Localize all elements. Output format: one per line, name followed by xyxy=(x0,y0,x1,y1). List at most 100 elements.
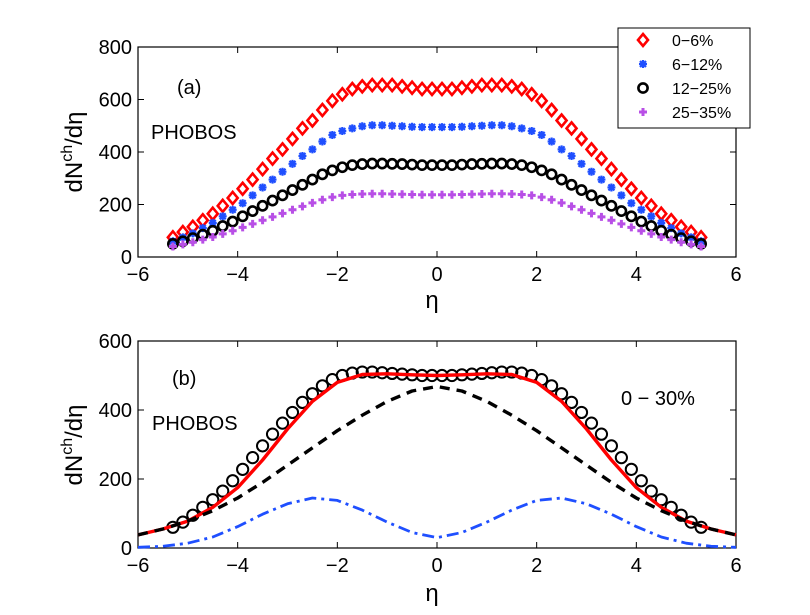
panel-b-dashed-curve xyxy=(137,384,737,537)
panel-a-point-s2 xyxy=(585,189,598,202)
panel-a-point-s3 xyxy=(378,189,387,198)
panel-a-point-s3 xyxy=(447,190,456,199)
panel-a-point-s2 xyxy=(505,158,518,170)
legend-symbols xyxy=(636,31,650,116)
panel-a-point-s2 xyxy=(475,157,488,170)
panel-a-point-s1 xyxy=(378,121,387,130)
panel-a-point-s3 xyxy=(358,190,367,198)
panel-a-point-s1 xyxy=(447,123,456,132)
panel-a-point-s0 xyxy=(495,77,509,94)
panel-a-point-s3 xyxy=(348,190,357,199)
panel-a-point-s0 xyxy=(206,205,220,222)
panel-a-point-s2 xyxy=(515,159,528,172)
panel-b-dash-dot-curve xyxy=(137,496,737,549)
panel-a-point-s2 xyxy=(256,199,269,212)
panel-a-point-s0 xyxy=(365,77,379,94)
x-tick-label: −4 xyxy=(226,264,249,286)
panel-a-point-s2 xyxy=(605,199,618,212)
panel-a-point-s2 xyxy=(286,184,299,196)
panel-a-point-s0 xyxy=(445,80,459,98)
panel-a-point-s0 xyxy=(485,77,499,94)
panel-a-point-s3 xyxy=(408,190,417,199)
panel-b-data-point xyxy=(226,474,240,488)
legend-symbol-diamond xyxy=(636,31,650,49)
panel-b-data-point xyxy=(315,379,329,393)
panel-a-point-s0 xyxy=(355,78,369,95)
y-tick-label: 200 xyxy=(99,195,132,217)
panel-a-point-s2 xyxy=(426,159,438,172)
panel-a-point-s0 xyxy=(315,101,330,119)
panel-b-data-point xyxy=(624,462,638,476)
panel-b-marks xyxy=(137,365,737,549)
panel-b-label: (b) xyxy=(172,368,196,390)
panel-a-point-s1 xyxy=(637,205,646,214)
x-tick-label: 0 xyxy=(431,264,442,286)
panel-b-data-point xyxy=(255,439,270,453)
panel-a-point-s2 xyxy=(535,164,548,177)
panel-a-point-s1 xyxy=(597,175,606,184)
panel-b-data-point xyxy=(265,427,280,441)
panel-a-point-s0 xyxy=(614,171,629,188)
panel-a-point-s0 xyxy=(325,92,340,109)
panel-a-point-s3 xyxy=(697,242,706,251)
panel-a-point-s0 xyxy=(624,180,639,197)
panel-a-point-s1 xyxy=(567,151,576,160)
panel-b-data-point xyxy=(574,405,589,420)
panel-b-centrality-label: 0 − 30% xyxy=(621,388,695,410)
panel-b-ylabel: dNch/dη xyxy=(59,405,88,486)
panel-a-point-s1 xyxy=(208,218,217,227)
panel-a-point-s1 xyxy=(527,127,536,135)
y-tick-label: 600 xyxy=(99,90,132,112)
panel-a-point-s0 xyxy=(574,130,589,147)
legend-symbol-plus xyxy=(639,108,647,116)
panel-a-point-s3 xyxy=(168,242,177,251)
panel-a-ticks: −6 −4 −2 0 2 4 6 0 200 400 600 800 xyxy=(99,37,742,286)
y-tick-label: 600 xyxy=(99,331,132,353)
panel-a-point-s3 xyxy=(268,212,277,221)
panel-a-point-s1 xyxy=(248,191,257,200)
panel-a-point-s3 xyxy=(338,191,347,200)
panel-b-data-point xyxy=(614,451,628,465)
x-tick-label: 4 xyxy=(631,555,642,577)
panel-a-point-s1 xyxy=(667,224,676,233)
panel-a-point-s2 xyxy=(575,184,588,196)
panel-a-point-s3 xyxy=(308,198,317,207)
x-tick-label: −2 xyxy=(326,555,349,577)
panel-a-point-s0 xyxy=(415,80,429,98)
panel-a-point-s3 xyxy=(577,205,586,214)
panel-a-point-s1 xyxy=(228,205,237,214)
panel-a-point-s0 xyxy=(594,150,609,167)
panel-a-point-s2 xyxy=(356,158,369,170)
panel-a-point-s1 xyxy=(278,167,287,176)
panel-a-point-s0 xyxy=(375,77,389,94)
panel-a-point-s1 xyxy=(497,121,506,130)
panel-a-point-s3 xyxy=(647,229,656,238)
panel-b-data-point xyxy=(495,365,509,379)
panel-a-point-s2 xyxy=(336,161,349,174)
panel-a-point-s0 xyxy=(425,80,439,98)
panel-a-point-s0 xyxy=(305,112,320,129)
x-tick-label: −4 xyxy=(226,555,249,577)
panel-a-point-s1 xyxy=(547,137,556,146)
panel-a-point-s0 xyxy=(265,150,280,167)
panel-a-point-s3 xyxy=(228,226,237,235)
panel-b-data-point xyxy=(644,484,658,498)
panel-a-point-s0 xyxy=(584,141,599,158)
panel-a-point-s2 xyxy=(525,161,538,174)
panel-a-point-s3 xyxy=(657,233,666,242)
panel-a-point-s3 xyxy=(188,238,197,247)
panel-a-point-s3 xyxy=(398,190,407,199)
panel-a-point-s1 xyxy=(477,121,486,130)
panel-a-point-s0 xyxy=(544,101,559,119)
x-tick-label: −2 xyxy=(326,264,349,286)
panel-a-point-s3 xyxy=(627,223,636,232)
panel-a-point-s1 xyxy=(537,130,546,139)
panel-a-point-s1 xyxy=(258,183,267,192)
panel-b-ylabel-base: dN xyxy=(61,455,88,486)
panel-b-ticks: −6 −4 −2 0 2 4 6 0 200 400 600 xyxy=(99,331,742,577)
panel-a-point-s3 xyxy=(208,233,217,242)
panel-a-point-s2 xyxy=(625,210,638,223)
panel-a-point-s2 xyxy=(216,220,229,232)
panel-a-point-s0 xyxy=(644,197,658,214)
